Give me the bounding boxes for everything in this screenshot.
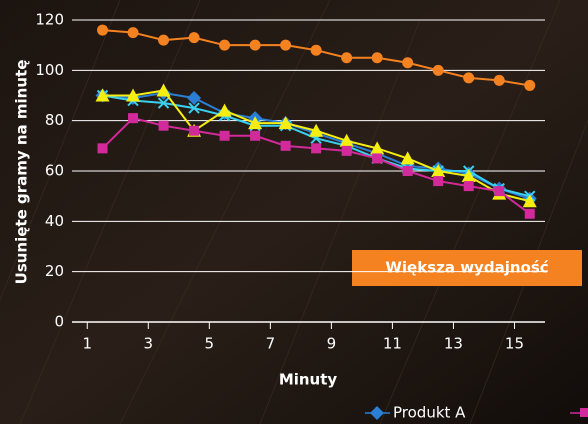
y-tick-label: 80 — [45, 111, 64, 129]
x-tick-label: 3 — [144, 335, 154, 353]
point — [341, 52, 352, 63]
point — [372, 52, 383, 63]
point — [342, 146, 352, 156]
x-axis-label: Minuty — [279, 371, 338, 389]
point — [250, 40, 261, 51]
point — [433, 176, 443, 186]
background — [0, 0, 588, 424]
point — [494, 186, 504, 196]
y-tick-label: 20 — [45, 262, 64, 280]
point — [189, 126, 199, 136]
x-tick-label: 13 — [444, 335, 463, 353]
point — [97, 25, 108, 36]
x-tick-label: 9 — [327, 335, 337, 353]
y-tick-label: 40 — [45, 212, 64, 230]
x-tick-label: 11 — [383, 335, 402, 353]
x-tick-label: 15 — [505, 335, 524, 353]
point — [189, 32, 200, 43]
point — [464, 181, 474, 191]
y-axis-label: Usunięte gramy na minutę — [13, 60, 31, 285]
point — [250, 131, 260, 141]
point — [158, 35, 169, 46]
point — [98, 143, 108, 153]
point — [159, 121, 169, 131]
x-tick-label: 7 — [266, 335, 276, 353]
page: {"chart_data": {"type": "line", "y_label… — [0, 0, 588, 424]
chart: Usunięte gramy na minutę Minuty Większa … — [0, 0, 588, 424]
point — [280, 40, 291, 51]
point — [281, 141, 291, 151]
point — [128, 27, 139, 38]
annotation: Większa wydajność — [385, 259, 548, 277]
point — [525, 209, 535, 219]
point — [311, 45, 322, 56]
point — [433, 65, 444, 76]
point — [220, 131, 230, 141]
point — [402, 57, 413, 68]
y-tick-label: 120 — [35, 11, 64, 29]
point — [128, 113, 138, 123]
y-tick-label: 100 — [35, 61, 64, 79]
point — [372, 153, 382, 163]
legend-label: Produkt A — [393, 404, 466, 422]
y-tick-label: 0 — [54, 313, 64, 331]
y-tick-label: 60 — [45, 162, 64, 180]
point — [219, 40, 230, 51]
point — [494, 75, 505, 86]
legend-marker-partial — [580, 408, 588, 417]
point — [403, 166, 413, 176]
point — [463, 72, 474, 83]
x-tick-label: 5 — [205, 335, 215, 353]
point — [524, 80, 535, 91]
point — [311, 143, 321, 153]
x-tick-label: 1 — [82, 335, 92, 353]
